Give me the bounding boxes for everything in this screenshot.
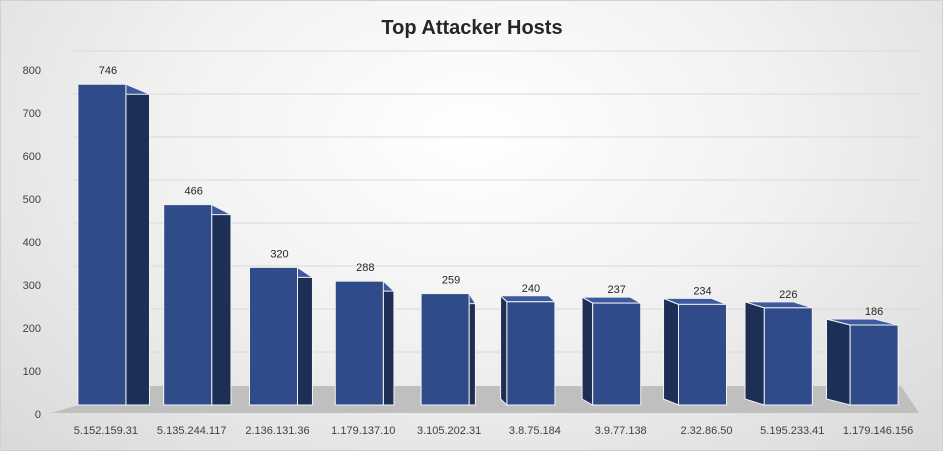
y-tick-label: 0 [35,409,41,421]
x-tick-label: 3.8.75.184 [509,425,561,437]
chart-title: Top Attacker Hosts [381,17,562,39]
bar [499,294,557,407]
data-label: 288 [356,262,374,274]
bar-front [77,83,127,406]
y-tick-label: 800 [23,65,41,77]
data-labels: 746 466 320 288 259 240 237 234 226 186 [99,65,884,318]
data-label: 320 [270,248,288,260]
x-tick-label: 5.195.233.41 [760,425,824,437]
bar-side [744,301,765,406]
x-axis: 5.152.159.31 5.135.244.117 2.136.131.36 1.1… [74,425,913,437]
bar-side [468,291,476,406]
bar [163,203,232,406]
bar [744,301,813,406]
bar [580,296,643,406]
data-label: 234 [693,285,711,297]
y-axis: 0 100 200 300 400 500 600 700 800 [23,65,41,421]
bar-side [500,294,508,407]
bar-front [678,303,727,406]
data-label: 259 [442,275,460,287]
bar-top [499,295,557,303]
bar-top [580,296,643,304]
bar-side [581,296,594,406]
bar-side [663,297,679,406]
y-tick-label: 300 [23,280,41,292]
y-tick-label: 100 [23,366,41,378]
bar-front [334,280,384,406]
bar-front [249,266,298,406]
bar-front [506,301,556,406]
y-tick-label: 200 [23,323,41,335]
bar-side [297,266,313,406]
bar [420,291,477,406]
bar-side [125,83,150,406]
y-tick-label: 700 [23,108,41,120]
x-tick-label: 5.152.159.31 [74,425,138,437]
bar-side [826,318,851,406]
x-tick-label: 5.135.244.117 [157,425,227,437]
y-tick-label: 400 [23,237,41,249]
x-tick-label: 1.179.146.156 [843,425,913,437]
data-label: 746 [99,65,117,77]
bars [77,83,899,407]
bar [247,266,315,406]
bar [77,83,150,406]
bar-front [763,307,813,406]
x-tick-label: 2.136.131.36 [245,425,309,437]
bar-side [211,203,232,406]
data-label: 237 [608,284,626,296]
data-label: 240 [522,283,540,295]
x-tick-label: 1.179.137.10 [331,425,395,437]
data-label: 186 [865,306,883,318]
bar-front [849,324,899,406]
bar [334,280,396,406]
y-tick-label: 600 [23,151,41,163]
bar-front [592,302,642,406]
bar-front [163,204,213,406]
y-tick-label: 500 [23,194,41,206]
bar [826,318,899,406]
x-tick-label: 3.9.77.138 [595,425,647,437]
data-label: 226 [779,289,797,301]
bar-front [420,293,470,406]
bar [663,297,727,406]
x-tick-label: 3.105.202.31 [417,425,481,437]
bar-side [382,280,395,406]
x-tick-label: 2.32.86.50 [681,425,733,437]
data-label: 466 [185,186,203,198]
